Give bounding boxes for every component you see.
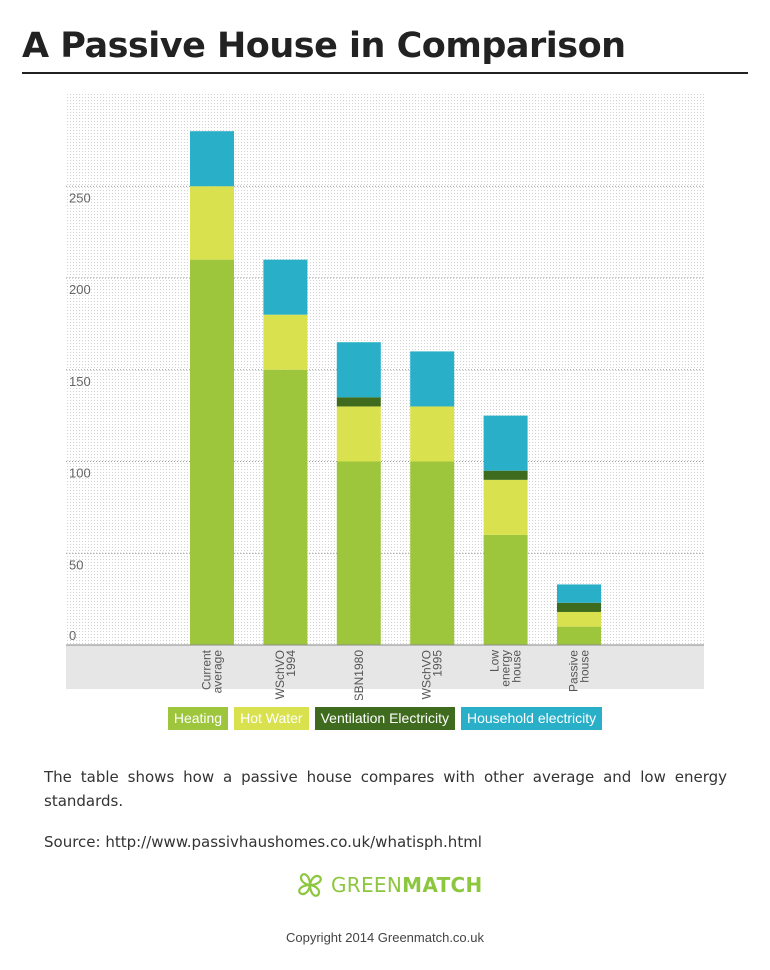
bar-segment-ventilation-electricity bbox=[336, 397, 381, 407]
x-tick-label: SBN1980 bbox=[352, 650, 366, 700]
page-title: A Passive House in Comparison bbox=[22, 26, 626, 66]
bar-segment-heating bbox=[263, 369, 308, 645]
x-tick-label-line: 1994 bbox=[284, 650, 298, 677]
x-tick-label-line: 1995 bbox=[431, 650, 445, 677]
y-tick-label: 150 bbox=[69, 374, 91, 389]
legend-item-heating: Heating bbox=[167, 707, 229, 730]
bar-segment-ventilation-electricity bbox=[557, 602, 601, 612]
x-tick-label-line: WSchVO bbox=[420, 650, 434, 699]
x-tick-label-line: energy bbox=[499, 650, 513, 687]
clover-leaf-icon bbox=[298, 873, 322, 897]
title-divider bbox=[22, 72, 748, 74]
legend-item-hot-water: Hot Water bbox=[234, 707, 309, 730]
x-tick-label: WSchVO1994 bbox=[273, 650, 298, 700]
y-tick-label: 250 bbox=[69, 190, 91, 205]
bar-segment-hot-water bbox=[336, 406, 381, 462]
x-axis-label-band bbox=[66, 645, 704, 689]
bar-segment-hot-water bbox=[263, 314, 308, 370]
x-tick-label: Lowenergyhouse bbox=[488, 650, 524, 687]
greenmatch-logo: GREENMATCH bbox=[0, 870, 770, 904]
x-tick-label-line: Passive bbox=[567, 650, 581, 692]
bar-segment-hot-water bbox=[483, 479, 528, 535]
x-tick-label-line: Low bbox=[488, 650, 502, 672]
bar-segment-heating bbox=[483, 534, 528, 645]
bar-segment-ventilation-electricity bbox=[483, 470, 528, 480]
bar-segment-heating bbox=[410, 461, 455, 645]
bar-segment-hot-water bbox=[410, 406, 455, 462]
y-tick-label: 100 bbox=[69, 466, 91, 481]
plot-background bbox=[66, 93, 704, 645]
bar-segment-household-electricity bbox=[483, 415, 528, 471]
x-tick-label-line: house bbox=[578, 650, 592, 683]
bar-segment-hot-water bbox=[190, 186, 234, 260]
x-tick-label-line: WSchVO bbox=[273, 650, 287, 699]
bar-segment-household-electricity bbox=[263, 259, 308, 315]
bar-segment-heating bbox=[190, 259, 234, 645]
logo-text-light: GREEN bbox=[331, 873, 403, 897]
source-citation: Source: http://www.passivhaushomes.co.uk… bbox=[44, 833, 482, 851]
bar-segment-heating bbox=[336, 461, 381, 645]
x-tick-label: WSchVO1995 bbox=[420, 650, 445, 700]
bar-segment-household-electricity bbox=[336, 342, 381, 398]
x-tick-label-line: house bbox=[510, 650, 524, 683]
bar-segment-hot-water bbox=[557, 611, 601, 627]
y-tick-label: 50 bbox=[69, 557, 83, 572]
x-tick-label-line: Current bbox=[200, 649, 214, 690]
logo-text-bold: MATCH bbox=[402, 873, 483, 897]
y-tick-label: 200 bbox=[69, 282, 91, 297]
legend-item-ventilation-electricity: Ventilation Electricity bbox=[314, 707, 455, 730]
legend-item-household-electricity: Household electricity bbox=[461, 707, 603, 730]
x-tick-label: Currentaverage bbox=[200, 649, 225, 693]
chart-description: The table shows how a passive house comp… bbox=[44, 768, 727, 810]
bar-segment-household-electricity bbox=[190, 131, 234, 187]
bar-segment-household-electricity bbox=[410, 351, 455, 407]
bar-segment-household-electricity bbox=[557, 584, 601, 603]
bar-segment-heating bbox=[557, 626, 601, 645]
logo-wordmark: GREENMATCH bbox=[331, 873, 483, 897]
x-tick-label: Passivehouse bbox=[567, 650, 592, 692]
chart-legend: Heating Hot Water Ventilation Electricity H… bbox=[0, 707, 770, 730]
x-tick-label-line: SBN1980 bbox=[352, 650, 366, 700]
x-tick-label-line: average bbox=[211, 650, 225, 694]
y-tick-label: 0 bbox=[69, 628, 76, 643]
copyright-notice: Copyright 2014 Greenmatch.co.uk bbox=[286, 930, 484, 945]
